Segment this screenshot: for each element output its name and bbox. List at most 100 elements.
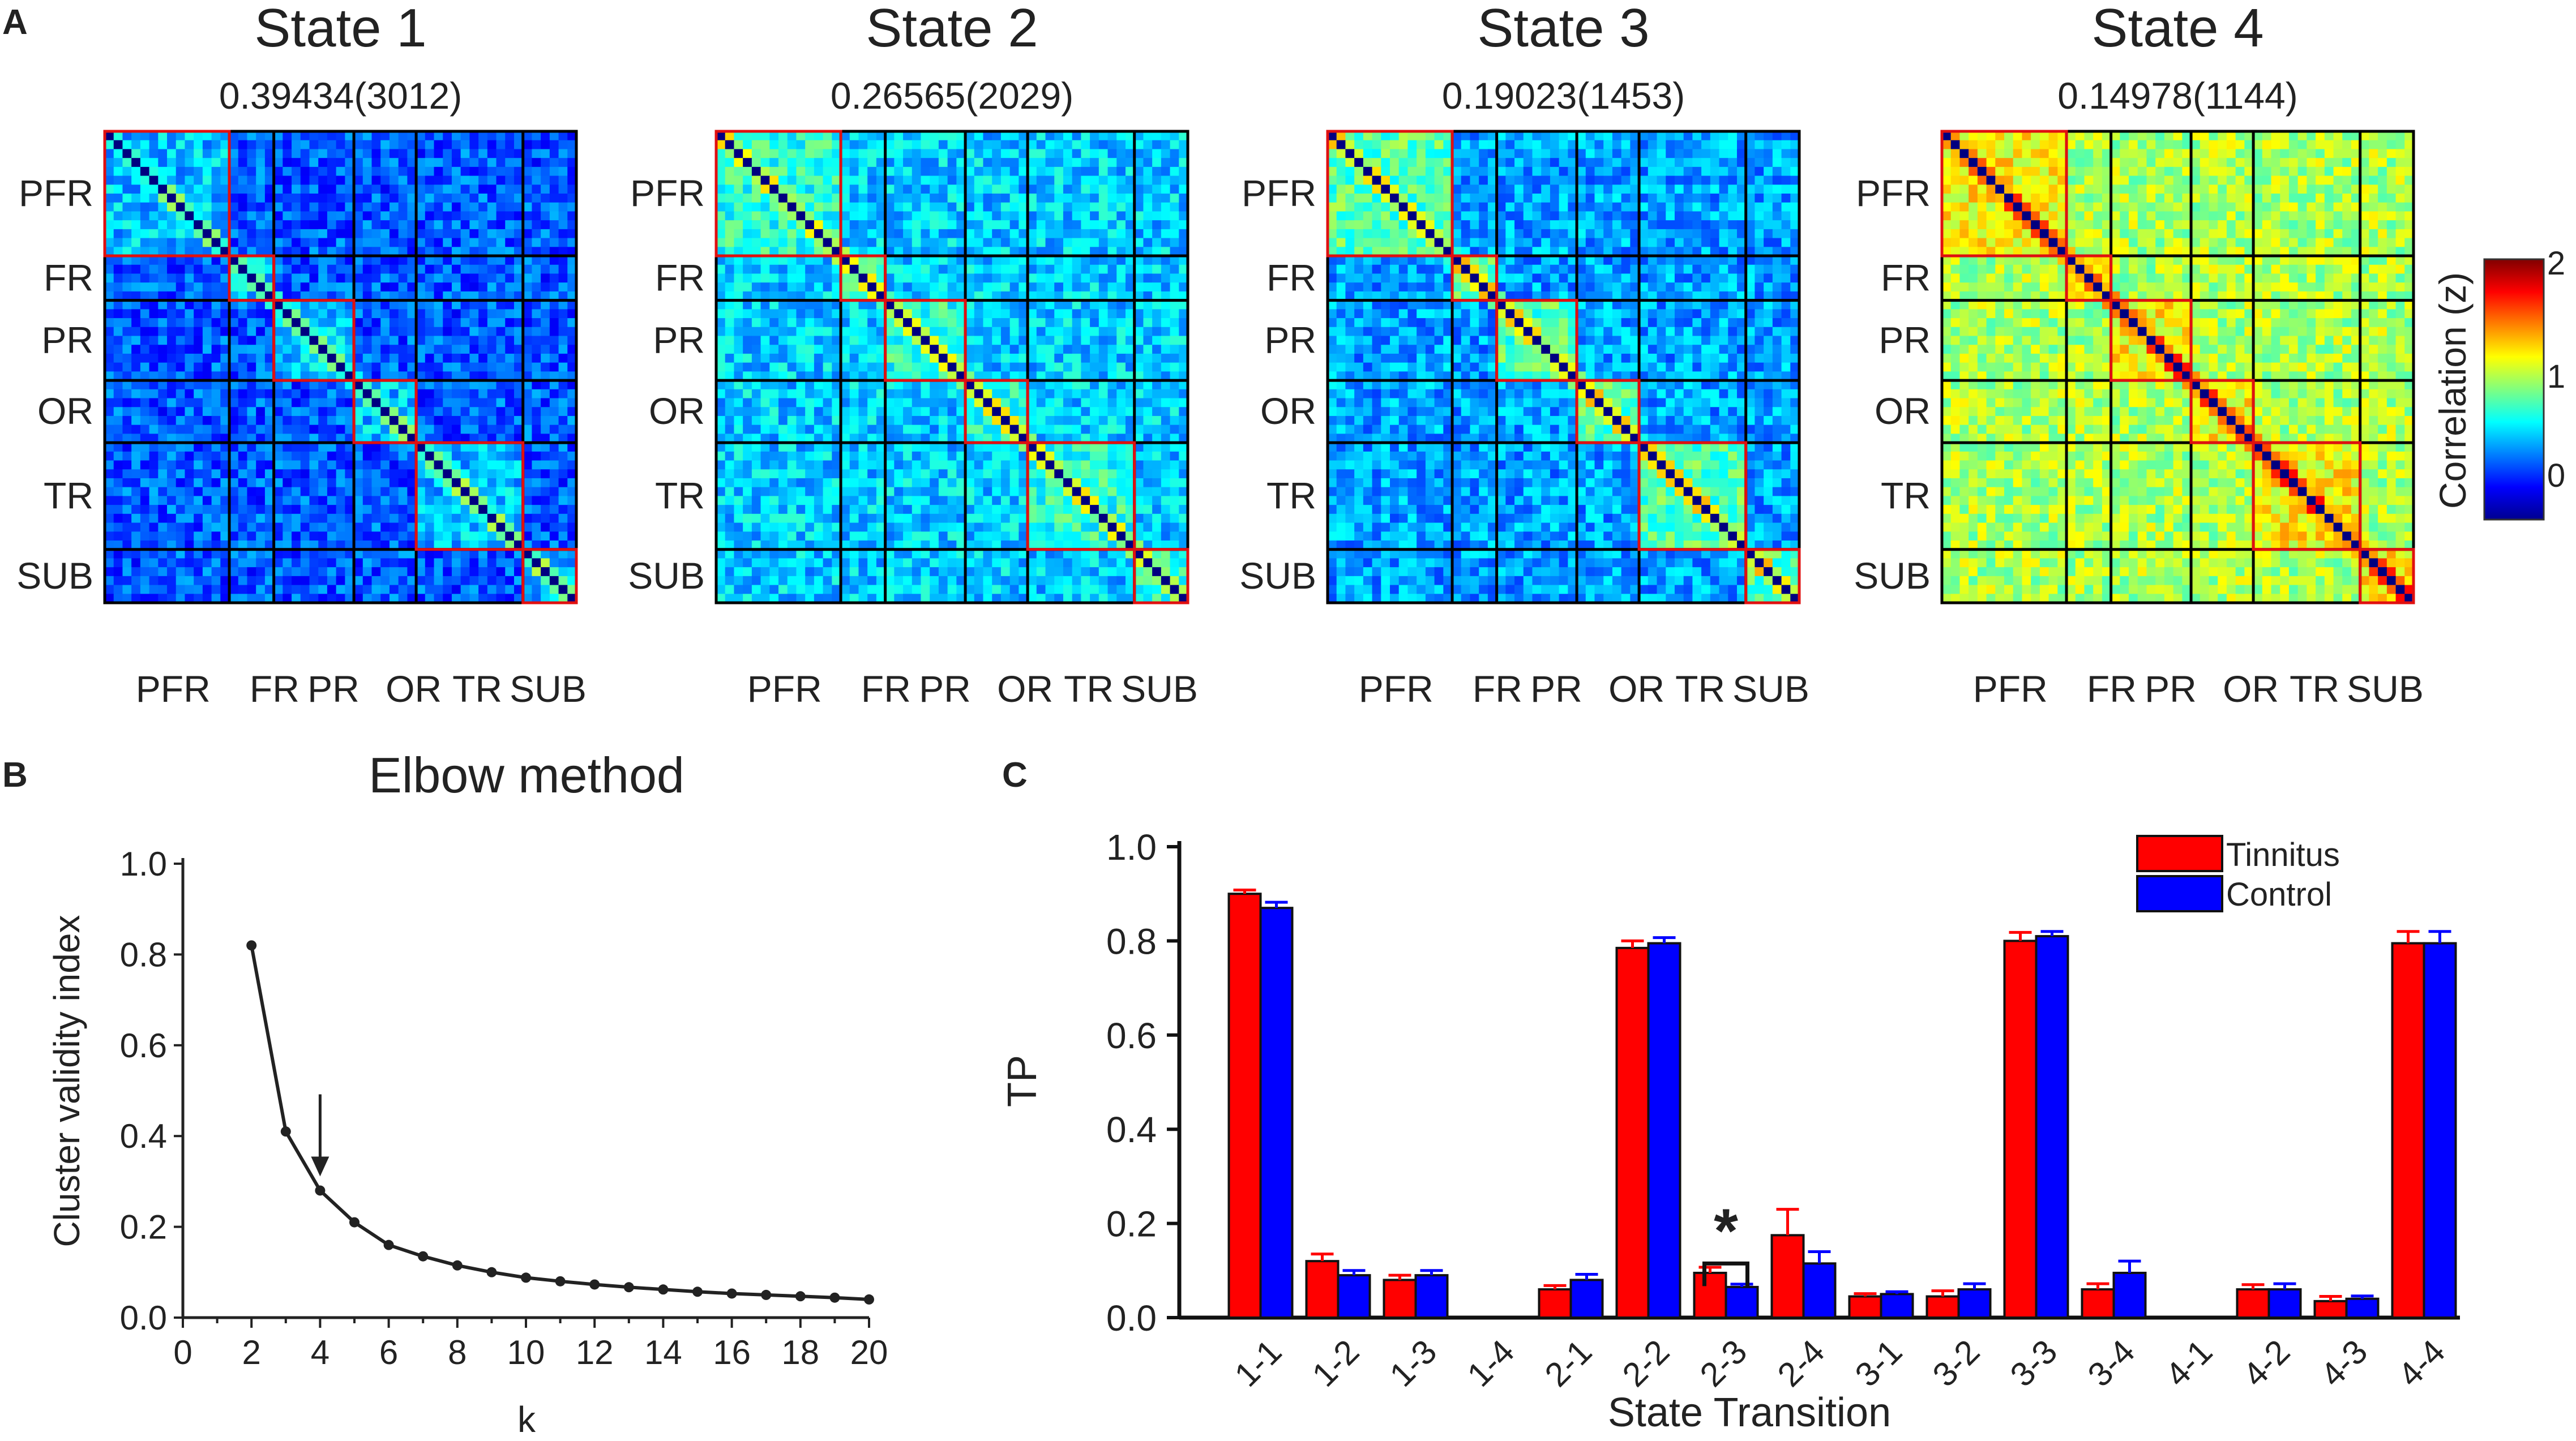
heatmap-cell — [283, 443, 292, 452]
heatmap-cell — [176, 318, 186, 328]
heatmap-cell — [1161, 327, 1171, 337]
heatmap-cell — [176, 469, 186, 479]
heatmap-cell — [211, 478, 221, 488]
heatmap-cell — [849, 380, 859, 390]
heatmap-cell — [743, 318, 752, 328]
heatmap-cell — [1134, 149, 1144, 158]
heatmap-cell — [273, 194, 283, 203]
heatmap-cell — [158, 451, 168, 461]
heatmap-cell — [1134, 362, 1144, 372]
heatmap-cell — [460, 558, 470, 568]
heatmap-cell — [1054, 291, 1064, 301]
heatmap-cell — [1116, 380, 1126, 390]
heatmap-cell — [273, 460, 283, 470]
heatmap-cell — [938, 149, 948, 158]
heatmap-cell — [425, 229, 435, 239]
heatmap-cell — [220, 247, 230, 256]
heatmap-cell — [1063, 398, 1073, 408]
heatmap-cell — [974, 345, 984, 354]
heatmap-cell — [229, 585, 239, 594]
heatmap-cell — [1063, 424, 1073, 434]
heatmap-cell — [105, 158, 114, 168]
heatmap-cell — [220, 229, 230, 239]
heatmap-cell — [1125, 345, 1135, 354]
region-block-pr — [272, 299, 356, 382]
heatmap-cell — [938, 175, 948, 185]
heatmap-cell — [1072, 451, 1081, 461]
heatmap-cell — [974, 264, 984, 275]
heatmap-cell — [523, 185, 533, 194]
heatmap-cell — [974, 300, 984, 310]
heatmap-cell — [407, 211, 417, 221]
heatmap-cell — [149, 434, 159, 443]
heatmap-cell — [202, 505, 212, 514]
heatmap-cell — [345, 531, 354, 541]
heatmap-cell — [345, 158, 354, 168]
heatmap-cell — [460, 273, 470, 283]
heatmap-cell — [921, 415, 930, 426]
heatmap-cell — [992, 220, 1002, 230]
heatmap-cell — [1143, 149, 1153, 158]
heatmap-cell — [211, 371, 221, 381]
heatmap-cell — [930, 345, 939, 354]
heatmap-cell — [416, 451, 426, 461]
heatmap-cell — [469, 496, 479, 505]
heatmap-cell — [229, 567, 239, 577]
heatmap-cell — [460, 202, 470, 212]
heatmap-cell — [389, 131, 399, 141]
heatmap-cell — [256, 336, 266, 345]
heatmap-cell — [1045, 371, 1055, 381]
heatmap-cell — [1072, 345, 1081, 354]
heatmap-cell — [113, 531, 123, 541]
heatmap-cell — [1045, 194, 1055, 203]
heatmap-cell — [273, 407, 283, 417]
heatmap-cell — [514, 158, 524, 168]
heatmap-cell — [567, 353, 577, 363]
heatmap-cell — [371, 247, 381, 256]
heatmap-cell — [1116, 336, 1126, 345]
heatmap-cell — [229, 327, 239, 337]
heatmap-cell — [327, 558, 337, 568]
heatmap-cell — [176, 460, 186, 470]
heatmap-cell — [238, 434, 248, 443]
heatmap-cell — [371, 434, 381, 443]
heatmap-cell — [1152, 407, 1162, 417]
heatmap-cell — [345, 362, 354, 372]
heatmap-cell — [211, 505, 221, 514]
heatmap-cell — [956, 273, 966, 283]
heatmap-cell — [1143, 238, 1153, 247]
heatmap-cell — [176, 549, 186, 559]
heatmap-cell — [194, 389, 203, 399]
heatmap-cell — [930, 149, 939, 158]
heatmap-cell — [113, 327, 123, 337]
heatmap-cell — [478, 505, 488, 514]
heatmap-cell — [814, 478, 824, 488]
heatmap-cell — [983, 380, 992, 390]
heatmap-cell — [478, 131, 488, 141]
heatmap-cell — [514, 531, 524, 541]
heatmap-cell — [354, 175, 363, 185]
heatmap-cell — [796, 415, 806, 426]
heatmap-cell — [176, 443, 186, 452]
heatmap-cell — [158, 487, 168, 496]
heatmap-cell — [505, 149, 515, 158]
heatmap-cell — [336, 415, 345, 426]
heatmap-cell — [983, 371, 992, 381]
heatmap-cell — [832, 362, 841, 372]
heatmap-cell — [398, 166, 408, 177]
heatmap-cell — [912, 211, 922, 221]
heatmap-cell — [318, 549, 328, 559]
heatmap-cell — [1107, 309, 1117, 319]
heatmap-cell — [965, 220, 975, 230]
heatmap-cell — [140, 229, 150, 239]
heatmap-cell — [805, 220, 815, 230]
heatmap-cell — [1098, 131, 1109, 141]
heatmap-cell — [558, 558, 568, 568]
heatmap-cell — [1161, 389, 1171, 399]
panel-label-c: C — [1002, 756, 1028, 795]
heatmap-cell — [912, 291, 922, 301]
heatmap-cell — [823, 220, 832, 230]
heatmap-cell — [176, 451, 186, 461]
heatmap-cell — [460, 576, 470, 586]
heatmap-cell — [185, 318, 194, 328]
